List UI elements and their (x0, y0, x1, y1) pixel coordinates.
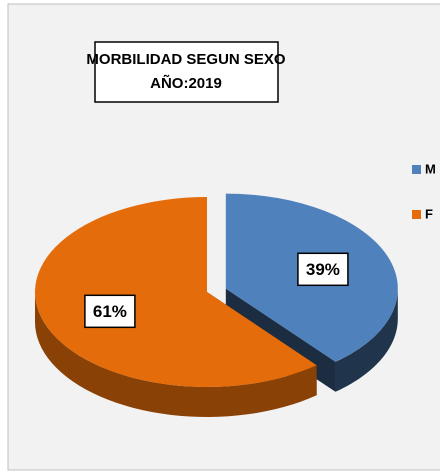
slice-side (335, 288, 398, 392)
data-label: 61% (93, 302, 127, 321)
slice (35, 197, 317, 387)
chart-title: MORBILIDAD SEGUN SEXO (86, 51, 286, 68)
legend-swatch (412, 210, 421, 219)
legend-swatch (412, 165, 421, 174)
chart-subtitle: AÑO:2019 (150, 74, 222, 92)
legend-label: F (425, 206, 433, 221)
data-label: 39% (306, 260, 340, 279)
slice-side (35, 292, 317, 417)
legend-label: M (425, 161, 436, 176)
data-label-box (84, 294, 136, 329)
title-box (94, 41, 279, 103)
data-label-box (297, 252, 349, 287)
